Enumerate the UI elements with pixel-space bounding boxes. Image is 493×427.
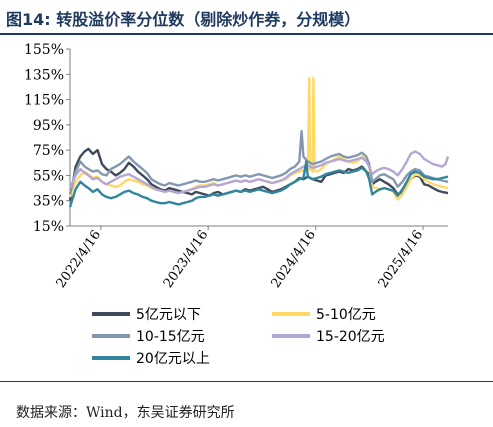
legend-label-4: 15-20亿元	[316, 329, 385, 345]
y-tick-label: 135%	[24, 67, 64, 83]
series-line-3	[68, 130, 449, 195]
x-tick-label: 2025/4/16	[376, 228, 427, 291]
y-tick-label: 35%	[33, 194, 64, 210]
legend-label-3: 10-15亿元	[136, 329, 205, 345]
x-tick-label: 2023/4/16	[161, 228, 212, 291]
series-line-1	[68, 147, 449, 201]
y-tick-label: 115%	[24, 93, 64, 109]
title-divider	[0, 33, 493, 35]
legend-label-2: 5-10亿元	[316, 307, 376, 323]
legend-label-1: 5亿元以下	[136, 307, 201, 323]
series-line-4	[68, 150, 450, 195]
y-tick-label: 75%	[33, 143, 64, 159]
x-tick-label: 2024/4/16	[268, 228, 319, 291]
footer-divider	[0, 381, 493, 382]
x-tick-label: 2022/4/16	[54, 228, 105, 291]
figure-title: 图14: 转股溢价率分位数（剔除炒作券，分规模）	[6, 10, 361, 29]
legend-label-5: 20亿元以上	[136, 351, 210, 367]
series-line-2	[68, 76, 449, 201]
y-tick-label: 15%	[33, 219, 64, 235]
source-note: 数据来源：Wind，东吴证券研究所	[16, 405, 235, 421]
y-tick-label: 155%	[24, 42, 64, 58]
figure-header: 图14: 转股溢价率分位数（剔除炒作券，分规模）	[0, 0, 493, 35]
series-line-5	[68, 160, 449, 208]
line-chart: 15% 35% 55% 75% 95% 115% 135% 155% 2022/4/16 2023…	[24, 42, 450, 367]
y-tick-label: 95%	[33, 118, 64, 134]
y-tick-label: 55%	[33, 168, 64, 184]
